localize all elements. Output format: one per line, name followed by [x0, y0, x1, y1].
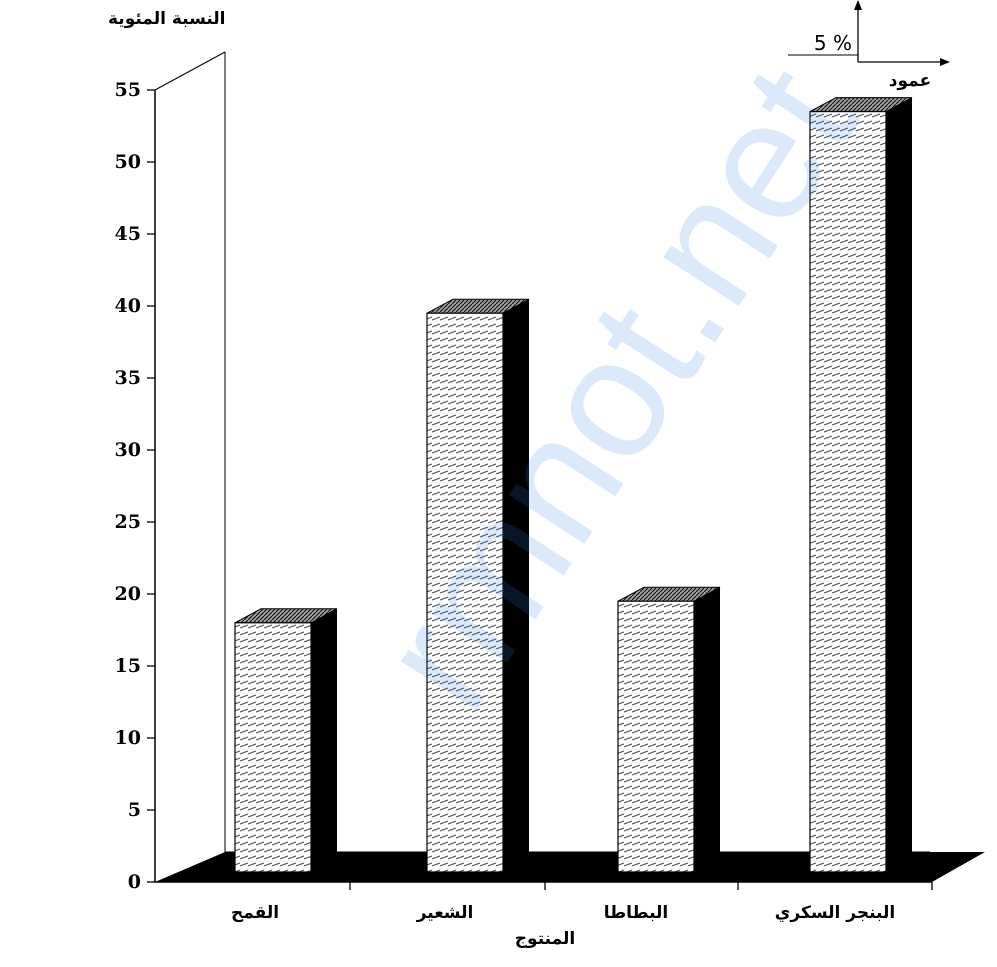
bar-front [234, 622, 312, 873]
x-axis-ticks [349, 882, 933, 890]
chart-floor [155, 852, 985, 882]
side-wall-top-edge [154, 51, 226, 91]
y-tick-label: 15 [115, 655, 141, 677]
category-label: البنجر السكري [775, 903, 895, 923]
bar-front [809, 110, 887, 873]
bar [617, 586, 721, 873]
y-tick-label: 30 [115, 439, 141, 461]
scale-value: 5 % [814, 31, 852, 55]
bar-front [617, 600, 695, 873]
scale-note: 5 % عمود [788, 0, 950, 91]
category-label: القمح [231, 903, 279, 923]
y-axis-title: النسبة المئوية [108, 9, 226, 29]
bar-side [694, 587, 720, 872]
x-axis-title: المنتوج [515, 929, 575, 949]
bar [234, 608, 338, 873]
category-label: الشعير [416, 903, 474, 923]
y-tick-label: 50 [115, 151, 141, 173]
bar [426, 298, 530, 873]
y-tick-label: 0 [128, 871, 141, 893]
y-tick-label: 25 [115, 511, 141, 533]
y-tick-label: 35 [115, 367, 141, 389]
bar-side [886, 97, 912, 873]
y-tick-label: 55 [115, 79, 141, 101]
bar-side [311, 608, 337, 872]
y-tick-label: 40 [115, 295, 141, 317]
category-label: البطاطا [604, 903, 669, 923]
y-tick-label: 45 [115, 223, 141, 245]
bar-side [503, 299, 529, 872]
bar-front [426, 312, 504, 873]
bars-group [234, 97, 913, 873]
y-tick-label: 20 [115, 583, 141, 605]
bar [809, 97, 913, 873]
category-labels: القمح الشعير البطاطا البنجر السكري [231, 903, 895, 923]
scale-unit-label: عمود [889, 71, 931, 91]
y-tick-label: 10 [115, 727, 141, 749]
y-axis-ticks: 0 5 10 15 20 25 30 35 40 45 50 55 [115, 79, 155, 893]
y-tick-label: 5 [128, 799, 141, 821]
